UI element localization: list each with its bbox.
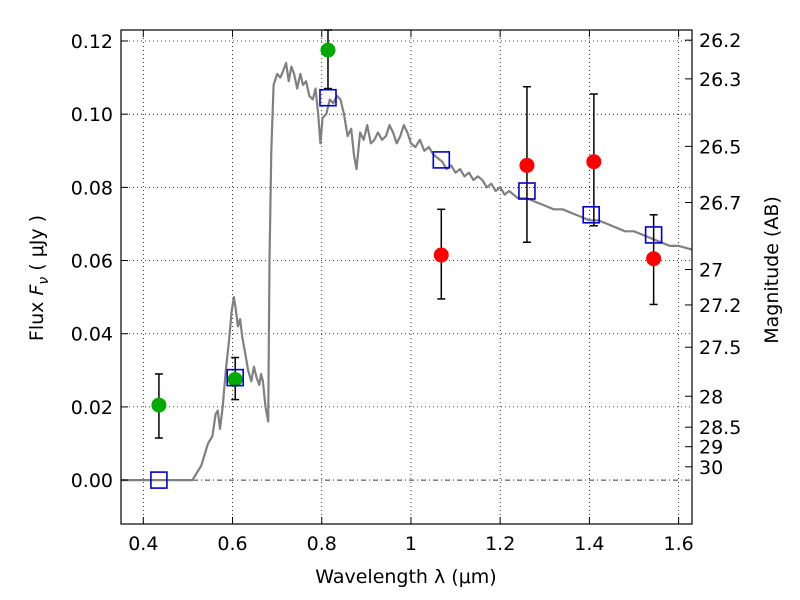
- model-photometry-square: [582, 205, 600, 224]
- x-tick-label: 0.8: [307, 533, 337, 555]
- model-photometry-square: [319, 88, 337, 107]
- data-markers: [150, 42, 663, 489]
- y-axis-label-symbol: F: [26, 284, 48, 296]
- axis-ticks: [121, 30, 692, 524]
- red-data-point: [646, 251, 662, 267]
- red-data-point: [433, 247, 449, 263]
- y-tick-label: 0.10: [71, 104, 113, 126]
- y-tick-label: 0.12: [71, 31, 113, 53]
- x-axis-label: Wavelength λ (μm): [315, 566, 496, 588]
- model-photometry-square: [150, 471, 168, 489]
- model-photometry-square: [432, 151, 451, 169]
- red-data-point: [519, 157, 535, 173]
- y-axis-label: Flux Fν ( μJy ): [26, 215, 52, 341]
- y2-tick-label: 27.2: [699, 295, 741, 317]
- y2-tick-label: 30: [699, 457, 723, 479]
- y-tick-label: 0.04: [71, 324, 113, 346]
- model-photometry-square: [518, 182, 536, 200]
- x-tick-label: 0.4: [128, 533, 158, 555]
- x-tick-label: 1.6: [664, 533, 694, 555]
- y2-tick-label: 29: [699, 437, 723, 459]
- model-spectrum: [121, 61, 693, 482]
- y-tick-label: 0.08: [71, 177, 113, 199]
- x-tick-label: 1: [405, 533, 417, 555]
- red-data-point: [586, 154, 602, 170]
- x-tick-label: 1.4: [574, 533, 604, 555]
- y2-tick-label: 26.3: [699, 69, 741, 91]
- y2-tick-label: 26.5: [699, 136, 741, 158]
- y2-tick-label: 26.7: [699, 193, 741, 215]
- y-tick-label: 0.00: [71, 470, 113, 492]
- y-tick-label: 0.02: [71, 397, 113, 419]
- green-data-point: [151, 397, 167, 413]
- y2-tick-label: 26.2: [699, 30, 741, 52]
- y-axis-label-subscript: ν: [36, 277, 52, 285]
- y-axis-label-post: ( μJy ): [26, 215, 48, 277]
- y2-tick-label: 27: [699, 260, 723, 282]
- model-photometry-square: [226, 368, 244, 387]
- x-tick-label: 1.2: [485, 533, 515, 555]
- y2-axis-label: Magnitude (AB): [761, 196, 783, 344]
- plot-frame: [120, 29, 693, 525]
- y-axis-label-pre: Flux: [26, 296, 48, 342]
- green-data-point: [320, 42, 336, 58]
- y2-tick-label: 28.5: [699, 417, 741, 439]
- tick-labels: 0.4 0.6 0.8 1 1.2 1.4 1.6 0.00 0.02 0.04 0.06 0.08 0…: [71, 30, 742, 555]
- y-tick-label: 0.06: [71, 251, 113, 273]
- y2-tick-label: 27.5: [699, 337, 741, 359]
- green-data-point: [227, 371, 243, 387]
- model-spectrum-line: [121, 61, 693, 482]
- model-photometry-square: [644, 226, 663, 244]
- x-tick-label: 0.6: [217, 533, 247, 555]
- y2-tick-label: 28: [699, 386, 723, 408]
